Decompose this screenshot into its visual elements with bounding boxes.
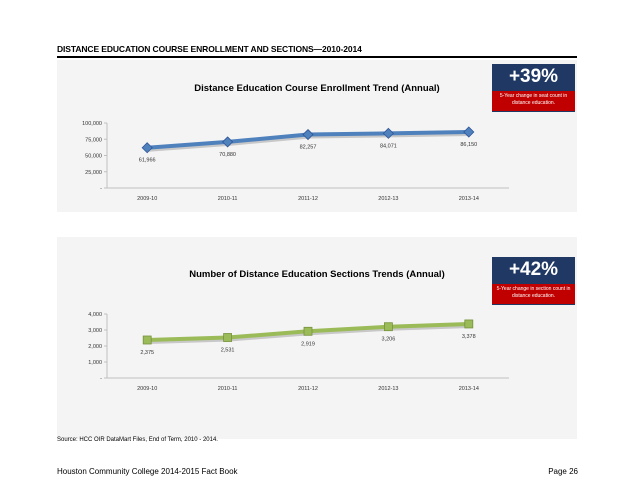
sections-x-tick-label: 2009-10 [137, 386, 157, 392]
enrollment-y-tick-label: 75,000 [85, 137, 102, 143]
enrollment-data-point [222, 136, 234, 148]
enrollment-y-tick-label: 50,000 [85, 154, 102, 160]
sections-data-label: 2,531 [221, 348, 235, 354]
enrollment-data-label: 70,880 [219, 152, 236, 158]
enrollment-data-point [382, 127, 394, 139]
sections-y-tick-label: 1,000 [88, 360, 102, 366]
chart-sections: 4,000 3,000 2,000 1,000 - 2009-10 2010-11 2011-… [88, 312, 509, 392]
sections-data-label: 3,378 [462, 334, 476, 340]
kpi-value-sections: +42% [508, 259, 559, 280]
chart-enrollment: 100,000 75,000 50,000 25,000 - 2009-10 2010-11… [82, 121, 509, 202]
sections-data-point [383, 322, 393, 332]
enrollment-x-tick-label: 2013-14 [459, 196, 479, 202]
footer-title: Houston Community College 2014-2015 Fact… [57, 467, 238, 476]
enrollment-data-point [463, 126, 475, 138]
enrollment-x-tick-label: 2010-11 [218, 196, 238, 202]
enrollment-data-label: 61,966 [139, 158, 156, 164]
enrollment-data-point [302, 128, 314, 141]
sections-data-label: 3,206 [382, 337, 396, 343]
source-note: Source: HCC OIR DataMart Files, End of T… [57, 437, 218, 443]
sections-x-tick-label: 2012-13 [378, 386, 398, 392]
chart-title-sections: Number of Distance Education Sections Tr… [189, 269, 445, 280]
chart-title-enrollment: Distance Education Course Enrollment Tre… [194, 83, 440, 94]
kpi-box-enrollment: +39% 5-Year change in seat count in dist… [492, 64, 575, 112]
chart-panel-enrollment: Distance Education Course Enrollment Tre… [57, 60, 577, 212]
page-section-title: DISTANCE EDUCATION COURSE ENROLLMENT AND… [57, 44, 362, 54]
enrollment-data-point [141, 142, 153, 154]
kpi-note-enrollment: 5-Year change in seat count in distance … [492, 91, 575, 111]
sections-x-tick-label: 2013-14 [459, 386, 479, 392]
sections-data-point [142, 335, 152, 345]
sections-data-point [464, 319, 474, 329]
enrollment-data-label: 82,257 [300, 145, 317, 151]
enrollment-data-label: 86,150 [460, 142, 477, 148]
enrollment-y-tick-label: 25,000 [85, 170, 102, 176]
enrollment-data-label: 84,071 [380, 143, 397, 149]
sections-x-tick-label: 2010-11 [218, 386, 238, 392]
sections-y-tick-label: 4,000 [88, 312, 102, 318]
sections-data-label: 2,375 [140, 350, 154, 356]
sections-y-tick-label: - [100, 376, 102, 382]
enrollment-x-tick-label: 2012-13 [378, 196, 398, 202]
kpi-note-sections: 5-Year change in section count in distan… [492, 284, 575, 304]
title-rule [57, 56, 577, 58]
sections-y-tick-label: 2,000 [88, 344, 102, 350]
enrollment-x-tick-label: 2009-10 [137, 196, 157, 202]
enrollment-y-tick-label: 100,000 [82, 121, 102, 127]
sections-data-label: 2,919 [301, 341, 315, 347]
chart-panel-sections: Number of Distance Education Sections Tr… [57, 237, 577, 439]
sections-data-point [303, 326, 313, 336]
sections-x-tick-label: 2011-12 [298, 386, 318, 392]
sections-data-point [223, 333, 233, 342]
kpi-value-enrollment: +39% [508, 66, 559, 87]
kpi-box-sections: +42% 5-Year change in section count in d… [492, 257, 575, 305]
sections-y-tick-label: 3,000 [88, 328, 102, 334]
enrollment-x-tick-label: 2011-12 [298, 196, 318, 202]
enrollment-y-tick-label: - [100, 186, 102, 192]
page-number: Page 26 [548, 467, 578, 476]
